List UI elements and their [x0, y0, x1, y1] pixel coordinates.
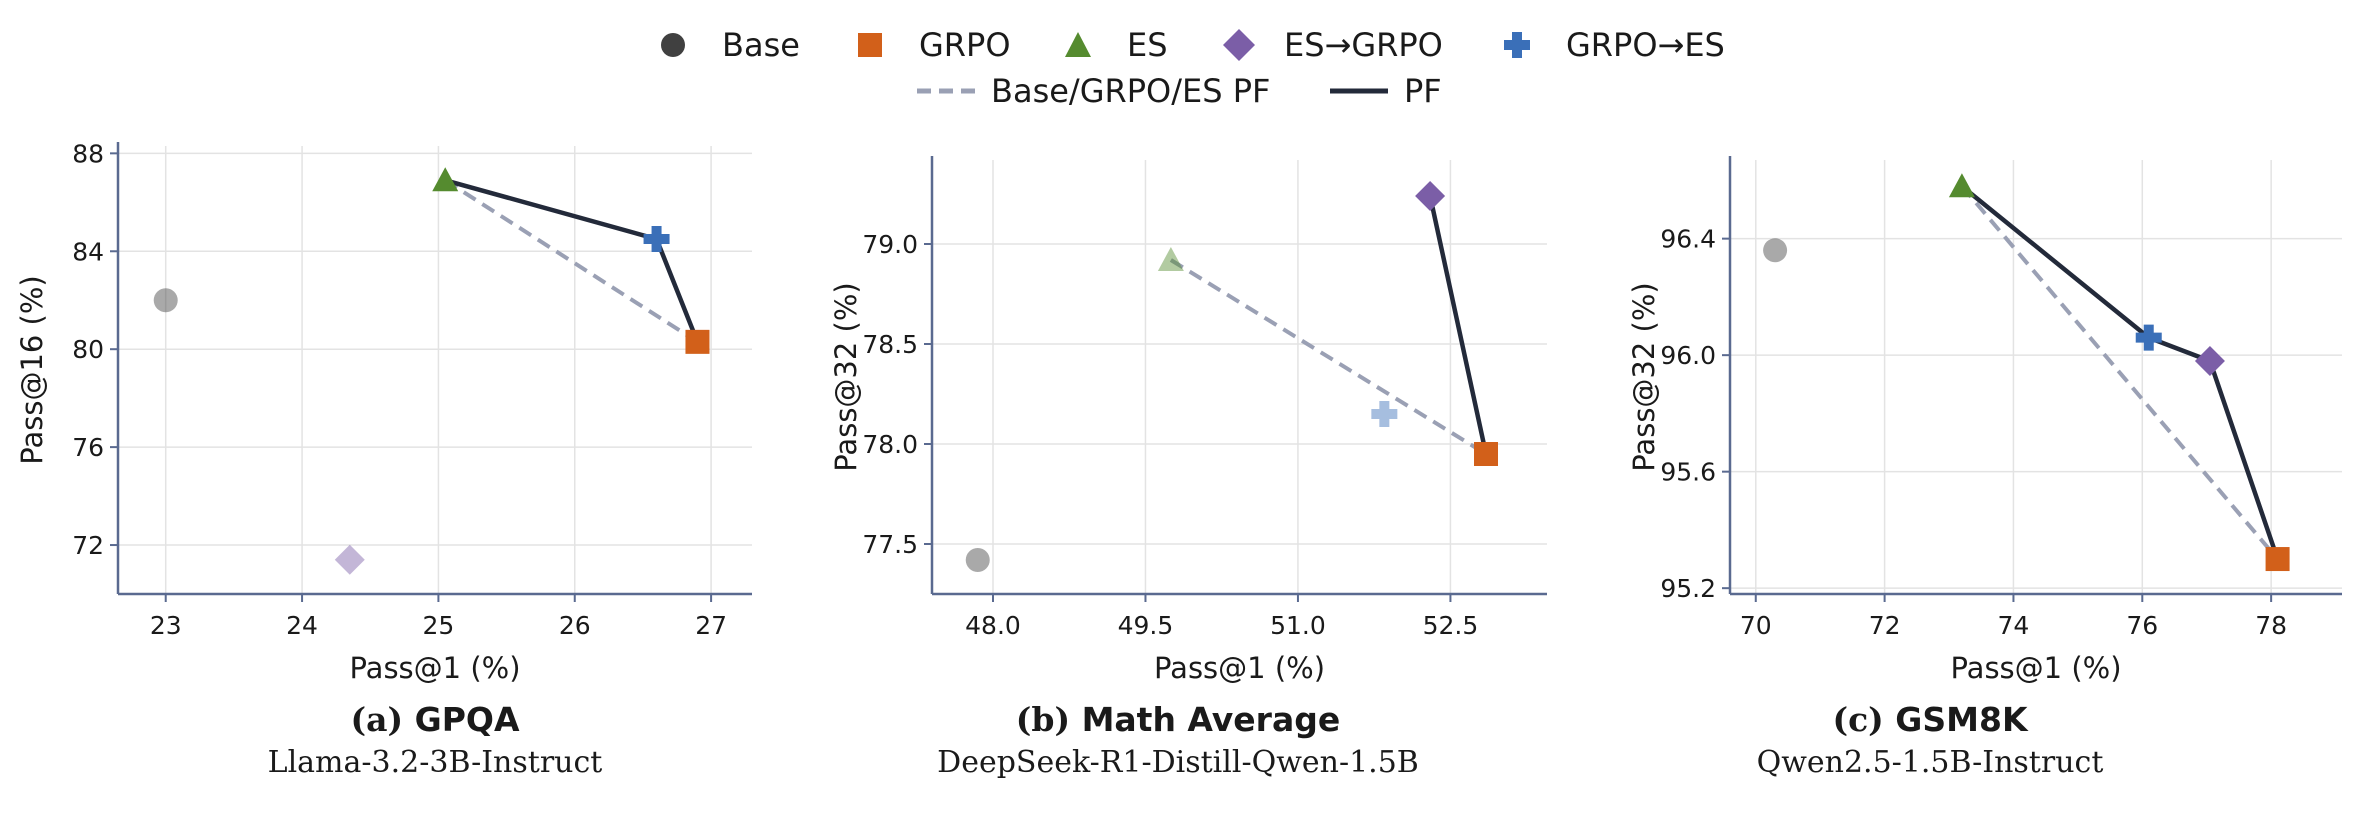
legend-item-es-grpo: ES→GRPO [1222, 26, 1443, 64]
chart-panel-1: 48.0 49.5 51.0 52.5 77.5 78.0 78.5 79.0 Pass@1 (… [829, 156, 1547, 685]
y-axis-label: Pass@32 (%) [1627, 282, 1661, 471]
caption-name: GSM8K [1895, 700, 2028, 739]
x-tick-label: 74 [1998, 611, 2030, 640]
legend-marker-square [858, 33, 882, 57]
x-tick-label: 23 [150, 611, 182, 640]
point-diamond [1415, 181, 1446, 211]
legend-item-es: ES [1063, 26, 1168, 64]
pf-line [1427, 195, 1489, 455]
base-grpo-es-pf-line [1960, 184, 2280, 561]
y-tick-label: 76 [72, 433, 104, 462]
y-axis-label: Pass@32 (%) [829, 282, 863, 471]
x-axis-label: Pass@1 (%) [1154, 651, 1325, 685]
caption-b: (b) Math Average DeepSeek-R1-Distill-Qwe… [788, 700, 1568, 780]
y-tick-label: 95.2 [1660, 574, 1716, 603]
caption-letter: (a) [350, 700, 404, 739]
legend-item-base: Base [658, 26, 800, 64]
legend-label: ES [1127, 26, 1168, 64]
y-tick-label: 77.5 [862, 530, 918, 559]
legend-label: GRPO→ES [1566, 26, 1725, 64]
point-circle [153, 288, 178, 313]
y-axis-label: Pass@16 (%) [15, 275, 49, 464]
legend-label: Base [722, 26, 800, 64]
x-axis-label: Pass@1 (%) [349, 651, 520, 685]
caption-title: (a) GPQA [45, 700, 825, 739]
point-diamond [2194, 345, 2225, 376]
point-triangle [1157, 247, 1184, 271]
point-square [1474, 442, 1499, 466]
x-tick-label: 24 [286, 611, 318, 640]
caption-title: (c) GSM8K [1540, 700, 2320, 739]
y-tick-label: 72 [72, 531, 104, 560]
x-tick-label: 51.0 [1270, 611, 1326, 640]
point-square [685, 329, 710, 354]
x-tick-label: 48.0 [965, 611, 1021, 640]
legend-item-grpo: GRPO [855, 26, 1011, 64]
caption-c: (c) GSM8K Qwen2.5-1.5B-Instruct [1540, 700, 2320, 780]
caption-subtitle: DeepSeek-R1-Distill-Qwen-1.5B [937, 745, 1419, 780]
point-diamond [334, 544, 365, 575]
legend-label: PF [1404, 72, 1442, 110]
x-tick-label: 27 [695, 611, 727, 640]
legend-marker-plus [1504, 32, 1530, 58]
legend-label: GRPO [919, 26, 1011, 64]
x-tick-label: 76 [2126, 611, 2158, 640]
caption-letter: (b) [1015, 700, 1071, 739]
x-tick-label: 70 [1740, 611, 1772, 640]
point-circle [965, 548, 990, 572]
y-tick-label: 88 [72, 139, 104, 168]
base-grpo-es-pf-line [1169, 258, 1488, 456]
legend-line-dashed [917, 88, 975, 94]
caption-subtitle: Qwen2.5-1.5B-Instruct [1756, 745, 2104, 780]
point-plus [1371, 401, 1398, 427]
caption-name: Math Average [1081, 700, 1341, 739]
x-tick-label: 72 [1869, 611, 1901, 640]
point-triangle [432, 167, 459, 192]
caption-name: GPQA [414, 700, 520, 739]
legend-line-solid [1330, 88, 1388, 94]
y-tick-label: 95.6 [1660, 458, 1716, 487]
legend-label: ES→GRPO [1284, 26, 1443, 64]
y-tick-label: 96.4 [1660, 225, 1716, 254]
legend-item-base-pf: Base/GRPO/ES PF [915, 72, 1270, 110]
point-square [2265, 547, 2290, 572]
point-plus [2135, 324, 2162, 351]
caption-a: (a) GPQA Llama-3.2-3B-Instruct [45, 700, 825, 780]
legend-item-grpo-es: GRPO→ES [1502, 26, 1725, 64]
legend-marker-diamond [1223, 29, 1255, 61]
y-tick-label: 78.0 [862, 430, 918, 459]
legend-marker-triangle [1065, 32, 1091, 57]
point-circle [1763, 238, 1788, 263]
y-tick-label: 84 [72, 237, 104, 266]
chart-panel-2: 70 72 74 76 78 95.2 95.6 96.0 96.4 Pass@1 (%) Pass… [1627, 156, 2342, 685]
x-tick-label: 49.5 [1118, 611, 1174, 640]
x-tick-label: 52.5 [1423, 611, 1479, 640]
y-tick-label: 79.0 [862, 230, 918, 259]
x-tick-label: 78 [2255, 611, 2287, 640]
y-tick-label: 78.5 [862, 330, 918, 359]
base-grpo-es-pf-line [444, 178, 699, 344]
point-triangle [1948, 173, 1975, 198]
caption-title: (b) Math Average [788, 700, 1568, 739]
legend-label: Base/GRPO/ES PF [991, 72, 1271, 110]
chart-panel-0: 23 24 25 26 27 72 76 80 84 88 Pass@1 (%) Pass@16 (%… [15, 139, 752, 685]
caption-letter: (c) [1832, 700, 1884, 739]
caption-subtitle: Llama-3.2-3B-Instruct [267, 745, 603, 780]
point-plus [643, 226, 670, 253]
legend-item-pf: PF [1328, 72, 1442, 110]
x-axis-label: Pass@1 (%) [1950, 651, 2121, 685]
x-tick-label: 26 [559, 611, 591, 640]
pf-line [1960, 184, 2280, 560]
y-tick-label: 80 [72, 335, 104, 364]
legend: Base GRPO ES ES→GRPO GRPO→ES Base/GRPO/E… [0, 0, 2360, 120]
x-tick-label: 25 [423, 611, 455, 640]
legend-marker-circle [661, 33, 685, 57]
y-tick-label: 96.0 [1660, 341, 1716, 370]
